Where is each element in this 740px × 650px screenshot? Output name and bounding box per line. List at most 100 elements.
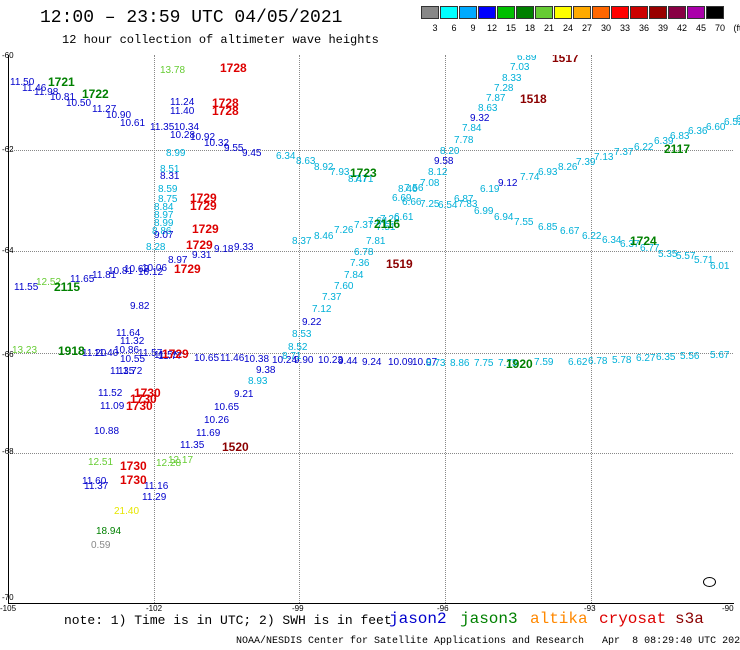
wave-height-value: 11.50: [10, 77, 35, 88]
wave-height-value: 8.26: [558, 162, 578, 173]
wave-height-value: 8.51: [160, 164, 180, 175]
wave-height-value: 7.87: [486, 93, 506, 104]
wave-height-value: 7.37: [354, 220, 374, 231]
wave-height-value: 9.22: [302, 317, 322, 328]
wave-height-value: 11.24: [170, 97, 195, 108]
wave-height-value: 6.35: [656, 352, 676, 363]
satellite-legend-s3a: s3a: [675, 610, 704, 628]
color-scale-label: 33: [619, 23, 630, 33]
wave-height-value: 21.40: [114, 506, 140, 517]
wave-height-value: 9.44: [338, 356, 358, 367]
color-scale-label: 39: [657, 23, 668, 33]
wave-height-value: 9.32: [470, 113, 490, 124]
track-time-label: 1520: [222, 440, 249, 454]
wave-height-value: 8.75: [158, 194, 178, 205]
wave-height-value: 7.55: [514, 217, 534, 228]
lat-gridline: [8, 353, 733, 354]
wave-height-value: 6.34: [276, 151, 296, 162]
wave-height-value: 7.12: [312, 304, 332, 315]
wave-height-value: 7.84: [462, 123, 482, 134]
lon-label: -99: [292, 604, 304, 613]
color-scale-label: 9: [470, 23, 476, 33]
wave-height-value: 8.73: [426, 358, 446, 369]
wave-height-value: 7.64: [368, 216, 388, 227]
wave-height-value: 11.27: [92, 104, 117, 115]
wave-height-value: 11.64: [116, 328, 141, 339]
track-time-label: 2115: [54, 280, 81, 294]
wave-height-value: 9.38: [256, 365, 276, 376]
wave-height-value: 7.36: [350, 258, 370, 269]
wave-height-value: 8.86: [450, 358, 470, 369]
satellite-legend-jason3: jason3: [460, 610, 518, 628]
track-time-label: 1729: [186, 238, 213, 252]
color-scale-label: 27: [581, 23, 592, 33]
wave-height-value: 9.55: [224, 143, 244, 154]
footer-credit: NOAA/NESDIS Center for Satellite Applica…: [236, 636, 740, 647]
wave-height-value: 5.56: [680, 351, 700, 362]
track-time-label: 2117: [664, 142, 691, 156]
lat-gridline: [8, 251, 733, 252]
wave-height-value: 8.59: [158, 184, 178, 195]
wave-height-value: 6.39: [654, 136, 674, 147]
wave-height-value: 7.75: [474, 358, 494, 369]
wave-height-value: 11.46: [220, 353, 245, 364]
track-time-label: 1729: [190, 199, 217, 213]
track-time-label: 1728: [212, 104, 239, 118]
track-time-label: 1517: [552, 55, 579, 65]
island-outline: [703, 577, 716, 587]
lat-label: -64: [2, 246, 14, 255]
wave-height-value: 11.35: [110, 366, 135, 377]
wave-height-value: 7.81: [366, 236, 386, 247]
color-scale-swatch: [478, 6, 496, 19]
wave-height-value: 12.51: [88, 457, 114, 468]
wave-height-value: 0.59: [91, 540, 111, 551]
wave-height-value: 6.27: [636, 353, 656, 364]
wave-height-value: 6.93: [538, 167, 558, 178]
lat-label: -62: [2, 145, 14, 154]
wave-height-value: 7.51: [376, 222, 396, 233]
wave-height-value: 10.88: [94, 426, 120, 437]
wave-height-value: 8.84: [154, 202, 174, 213]
track-time-label: 1729: [192, 222, 219, 236]
wave-height-value: 10.32: [204, 138, 230, 149]
satellite-legend-altika: altika: [530, 610, 588, 628]
wave-height-value: 11.52: [98, 388, 123, 399]
wave-height-value: 9.18: [214, 244, 234, 255]
wave-height-value: 7.59: [534, 357, 554, 368]
track-time-label: 1920: [506, 357, 533, 371]
wave-height-value: 6.66: [402, 197, 422, 208]
wave-height-value: 11.16: [144, 481, 169, 492]
wave-height-value: 10.62: [124, 264, 150, 275]
wave-height-value: 7.93: [330, 167, 350, 178]
wave-height-value: 10.34: [174, 122, 200, 133]
wave-height-value: 7.08: [420, 178, 440, 189]
wave-height-value: 8.53: [292, 329, 312, 340]
wave-height-value: 7.60: [334, 281, 354, 292]
track-time-label: 1724: [630, 234, 657, 248]
map-panel: 11.50 11.46 11.98 10.81 10.50 11.27 10.90 10.61…: [8, 55, 740, 607]
wave-height-value: 10.86: [114, 345, 140, 356]
wave-height-value: 7.84: [344, 270, 364, 281]
wave-height-value: 9.90: [294, 355, 314, 366]
track-time-label: 1730: [120, 473, 147, 487]
wave-height-value: 10.28: [170, 130, 196, 141]
color-scale-swatch: [497, 6, 515, 19]
color-scale-swatch: [668, 6, 686, 19]
footer-note: note: 1) Time is in UTC; 2) SWH is in fe…: [64, 613, 392, 628]
lat-label: -66: [2, 350, 14, 359]
color-scale-swatch: [516, 6, 534, 19]
wave-height-value: 8.31: [160, 171, 180, 182]
track-time-label: 1728: [212, 96, 239, 110]
wave-height-value: 11.57: [138, 348, 163, 359]
wave-height-value: 5.78: [612, 355, 632, 366]
wave-height-value: 12.52: [36, 277, 62, 288]
wave-height-value: 10.50: [66, 98, 92, 109]
wave-height-value: 6.77: [640, 243, 660, 254]
wave-height-value: 6.22: [582, 231, 602, 242]
track-time-label: 1518: [520, 92, 547, 106]
wave-height-value: 9.58: [434, 156, 454, 167]
wave-height-value: 7.37: [614, 147, 634, 158]
wave-height-value: 10.81: [108, 266, 134, 277]
track-time-label: 1729: [162, 347, 189, 361]
track-time-label: 1730: [130, 392, 157, 406]
